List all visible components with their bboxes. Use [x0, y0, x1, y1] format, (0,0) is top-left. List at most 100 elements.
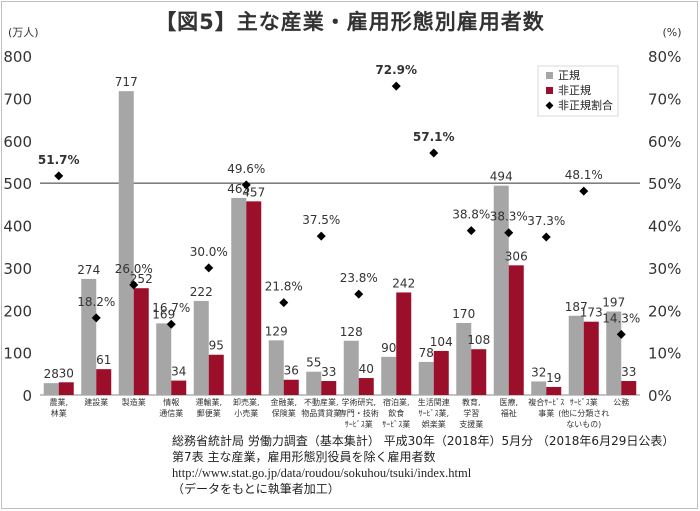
- bar-regular: [531, 381, 547, 395]
- bar-label-nonregular: 457: [242, 185, 265, 199]
- bar-label-nonregular: 30: [59, 366, 74, 380]
- bar-regular: [268, 340, 284, 395]
- ratio-point: [166, 319, 176, 329]
- bar-label-nonregular: 104: [430, 335, 453, 349]
- y-tick-label: 700: [3, 90, 32, 108]
- bar-regular: [231, 197, 247, 395]
- y-tick-label: 400: [3, 218, 32, 236]
- x-tick-label: 医療,: [499, 397, 518, 407]
- bar-nonregular: [508, 265, 524, 395]
- x-tick-label: 林業: [51, 408, 67, 418]
- ratio-point: [579, 186, 589, 196]
- legend-swatch-nonregular: [546, 87, 553, 94]
- bar-nonregular: [396, 292, 412, 395]
- bar-label-nonregular: 173: [580, 306, 603, 320]
- ratio-label: 30.0%: [190, 245, 228, 259]
- bar-label-nonregular: 36: [284, 364, 299, 378]
- x-tick-label: 福祉: [501, 408, 517, 418]
- bar-label-regular: 170: [452, 307, 475, 321]
- ratio-label: 38.3%: [490, 210, 528, 224]
- y-tick-label: 200: [3, 302, 32, 320]
- y2-tick-label: 60%: [648, 133, 681, 151]
- bar-label-regular: 274: [77, 263, 100, 277]
- x-tick-label: 保険業: [272, 408, 296, 418]
- bar-label-nonregular: 61: [96, 353, 111, 367]
- bar-label-regular: 222: [190, 285, 213, 299]
- x-tick-label: 建設業: [84, 397, 108, 407]
- ratio-point: [541, 232, 551, 242]
- y-tick-label: 500: [3, 175, 32, 193]
- x-tick-label: 公務: [613, 397, 629, 407]
- y-axis-unit-left: (万人): [8, 26, 39, 39]
- y-tick-label: 0: [22, 387, 32, 405]
- y2-tick-label: 0%: [648, 387, 672, 405]
- bar-label-regular: 494: [490, 170, 513, 184]
- ratio-label: 51.7%: [38, 153, 80, 167]
- bar-label-nonregular: 34: [171, 365, 186, 379]
- ratio-label: 26.0%: [115, 262, 153, 276]
- legend-label-regular: 正規: [558, 68, 580, 82]
- bar-label-regular: 28: [44, 367, 59, 381]
- x-tick-label: ｻｰﾋﾞｽ業: [570, 397, 598, 407]
- x-tick-label: 娯楽業: [422, 419, 446, 429]
- x-tick-label: 卸売業,: [233, 397, 260, 407]
- bar-regular: [81, 278, 97, 395]
- legend-swatch-ratio: [545, 101, 554, 110]
- bar-label-regular: 197: [602, 296, 625, 310]
- x-tick-label: 物品賃貸業: [301, 408, 341, 418]
- x-tick-label: 通信業: [159, 408, 183, 418]
- bar-label-nonregular: 95: [209, 339, 224, 353]
- bar-regular: [381, 356, 397, 395]
- ratio-point: [91, 313, 101, 323]
- ratio-label: 57.1%: [413, 130, 455, 144]
- ratio-label: 48.1%: [565, 168, 603, 182]
- ratio-point: [316, 231, 326, 241]
- bar-regular: [456, 322, 472, 395]
- bar-regular: [418, 361, 434, 395]
- ratio-label: 21.8%: [265, 280, 303, 294]
- bar-nonregular: [246, 201, 262, 395]
- bar-nonregular: [171, 380, 187, 395]
- chart-title: 【図5】主な産業・雇用形態別雇用者数: [155, 10, 545, 34]
- x-tick-label: 事業: [538, 408, 554, 418]
- ratio-label: 38.8%: [452, 208, 490, 222]
- source-line-2: 第7表 主な産業，雇用形態別役員を除く雇用者数: [172, 450, 436, 464]
- bar-label-regular: 169: [152, 307, 175, 321]
- bar-label-nonregular: 33: [321, 365, 336, 379]
- bar-regular: [193, 300, 209, 395]
- ratio-label: 37.5%: [302, 213, 340, 227]
- y-tick-label: 300: [3, 260, 32, 278]
- x-tick-label: ｻｰﾋﾞｽ業,: [418, 408, 449, 418]
- bar-regular: [43, 383, 59, 395]
- ratio-label: 23.8%: [340, 271, 378, 285]
- ratio-point: [354, 289, 364, 299]
- y2-tick-label: 70%: [648, 90, 681, 108]
- ratio-label: 16.7%: [152, 301, 190, 315]
- bar-nonregular: [208, 354, 224, 395]
- x-tick-label: 郵便業: [197, 408, 221, 418]
- bar-nonregular: [96, 369, 112, 395]
- x-tick-label: 不動産業,: [304, 397, 339, 407]
- x-tick-label: 学術研究,: [341, 397, 376, 407]
- bar-nonregular: [58, 382, 74, 395]
- bar-regular: [343, 340, 359, 395]
- bar-label-nonregular: 306: [505, 249, 528, 263]
- y-tick-label: 600: [3, 133, 32, 151]
- x-tick-label: 専門・技術: [339, 408, 379, 418]
- y2-tick-label: 10%: [648, 345, 681, 363]
- x-tick-label: 製造業: [122, 397, 146, 407]
- y2-tick-label: 50%: [648, 175, 681, 193]
- bar-label-regular: 78: [419, 346, 434, 360]
- ratio-point: [504, 228, 514, 238]
- source-line-1: 総務省統計局 労働力調査（基本集計） 平成30年（2018年）5月分 （2018…: [172, 434, 675, 448]
- bar-label-regular: 55: [306, 356, 321, 370]
- bar-label-regular: 187: [565, 300, 588, 314]
- x-tick-label: 教育,: [462, 397, 481, 407]
- x-tick-label: 農業,: [49, 397, 68, 407]
- ratio-label: 72.9%: [375, 63, 417, 77]
- x-tick-label: 生活関連: [418, 397, 450, 407]
- ratio-label: 18.2%: [77, 295, 115, 309]
- ratio-label: 37.3%: [527, 214, 565, 228]
